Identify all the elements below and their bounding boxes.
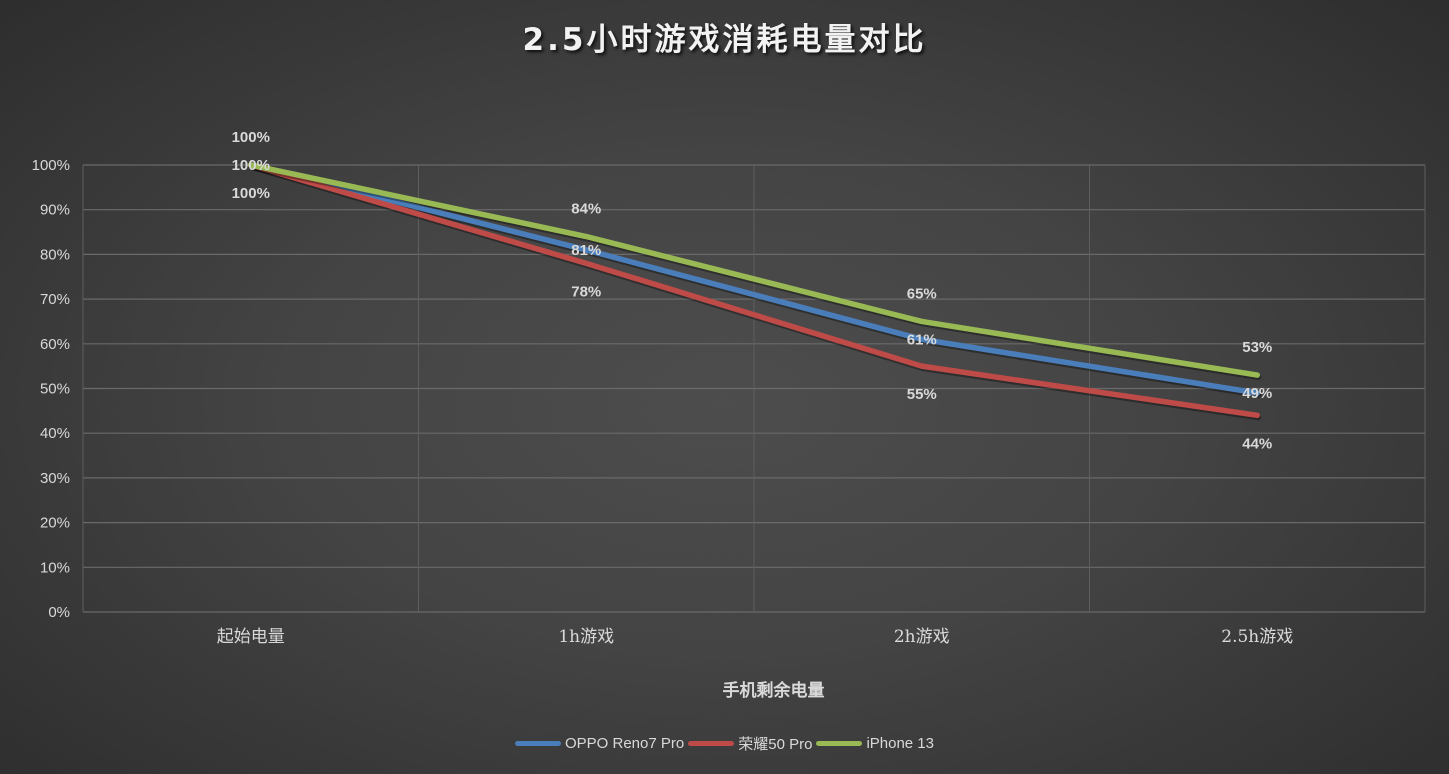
x-axis-title: 手机剩余电量	[722, 681, 825, 701]
data-label: 61%	[907, 331, 937, 348]
data-label: 65%	[907, 285, 937, 302]
data-label: 81%	[571, 242, 601, 259]
y-tick-label: 70%	[40, 291, 70, 308]
data-label: 100%	[232, 157, 270, 174]
legend-label: OPPO Reno7 Pro	[565, 735, 685, 752]
y-tick-label: 0%	[48, 604, 70, 621]
x-tick-label: 起始电量	[217, 627, 285, 647]
data-labels: 100% 81% 61% 49% 100% 78% 55% 44% 100% 84% 65% 53%	[232, 129, 1273, 452]
data-label: 84%	[571, 201, 601, 218]
x-tick-label: 2.5h游戏	[1221, 627, 1293, 647]
y-tick-label: 40%	[40, 425, 70, 442]
y-tick-label: 50%	[40, 381, 70, 398]
legend-item-iphone[interactable]: iPhone 13	[816, 735, 934, 752]
series-line[interactable]	[248, 162, 1260, 378]
series-lines	[248, 162, 1262, 421]
series-line[interactable]	[248, 162, 1260, 396]
data-label: 100%	[232, 129, 270, 146]
data-label: 49%	[1242, 385, 1272, 402]
gridlines	[82, 164, 1426, 613]
data-label: 100%	[232, 185, 270, 202]
y-tick-label: 100%	[32, 157, 70, 174]
y-tick-label: 60%	[40, 336, 70, 353]
x-tick-label: 2h游戏	[894, 627, 950, 647]
legend-swatch	[515, 741, 561, 746]
data-label: 55%	[907, 386, 937, 403]
x-axis-ticks: 起始电量 1h游戏 2h游戏 2.5h游戏	[217, 627, 1293, 647]
y-tick-label: 30%	[40, 470, 70, 487]
x-tick-label: 1h游戏	[558, 627, 614, 647]
y-tick-label: 10%	[40, 559, 70, 576]
legend: OPPO Reno7 Pro 荣耀50 Pro iPhone 13	[0, 733, 1449, 754]
y-tick-label: 80%	[40, 246, 70, 263]
y-tick-label: 90%	[40, 202, 70, 219]
legend-item-oppo[interactable]: OPPO Reno7 Pro	[515, 735, 684, 752]
legend-item-honor[interactable]: 荣耀50 Pro	[688, 733, 812, 754]
series-line[interactable]	[248, 162, 1260, 419]
data-label: 53%	[1242, 339, 1272, 356]
data-label: 44%	[1242, 435, 1272, 452]
legend-label: iPhone 13	[866, 735, 934, 752]
legend-swatch	[816, 741, 863, 746]
chart-title: 2.5小时游戏消耗电量对比	[522, 22, 927, 58]
y-tick-label: 20%	[40, 515, 70, 532]
legend-label: 荣耀50 Pro	[738, 736, 813, 753]
legend-swatch	[688, 741, 735, 746]
data-label: 78%	[571, 283, 601, 300]
y-axis-ticks: 0% 10% 20% 30% 40% 50% 60% 70% 80% 90% 100%	[32, 157, 70, 621]
